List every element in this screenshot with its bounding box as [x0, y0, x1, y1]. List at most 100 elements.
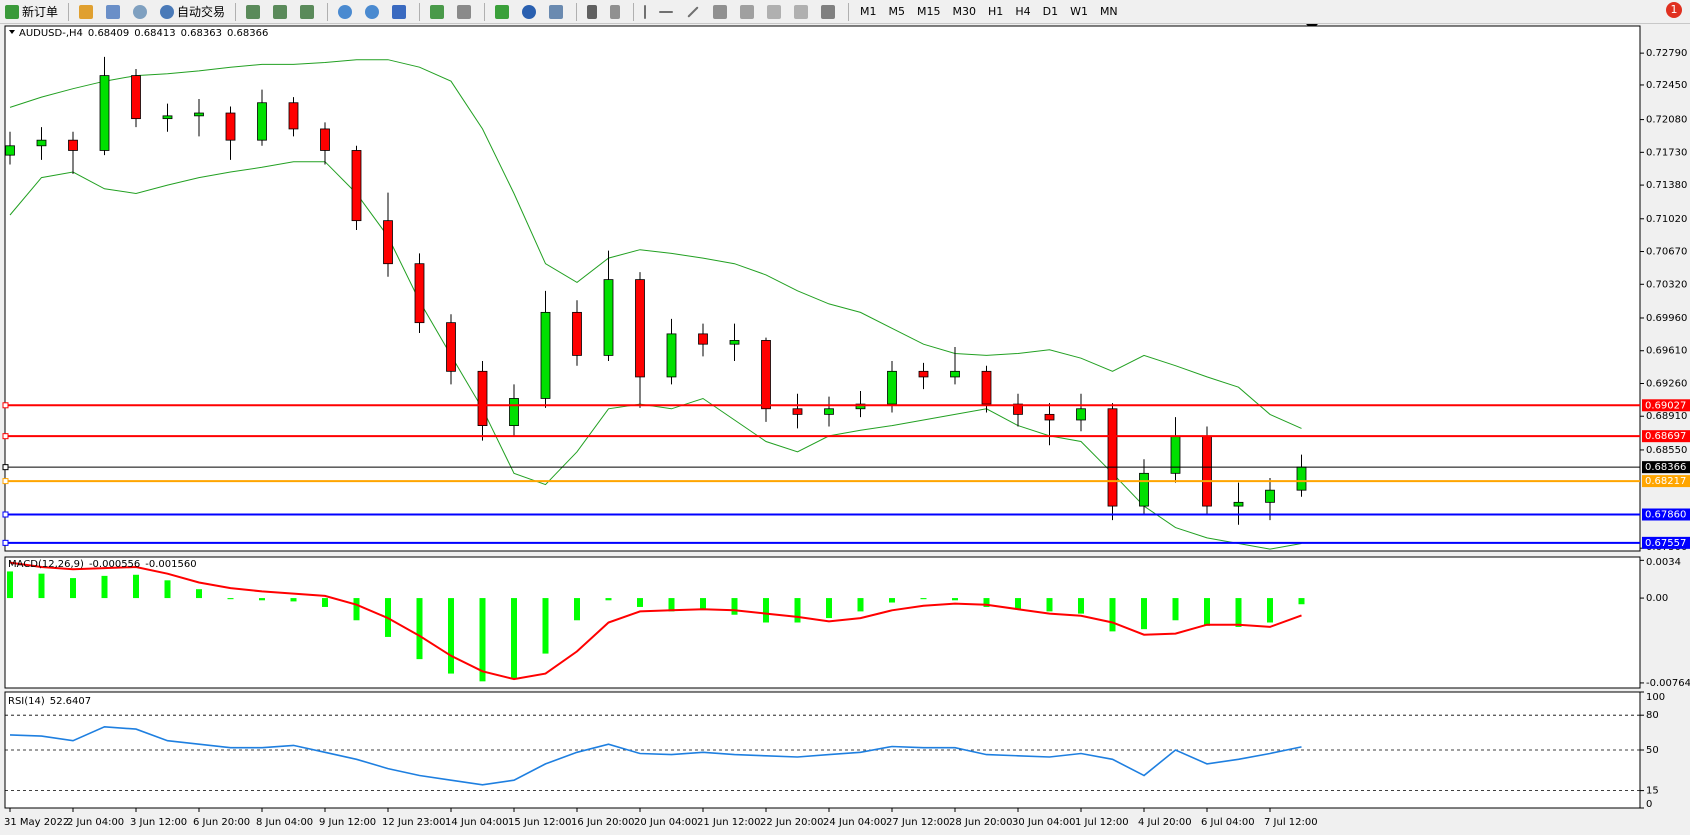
- macd-bar: [668, 598, 675, 612]
- macd-bar: [637, 598, 643, 607]
- candle-body: [1107, 408, 1118, 507]
- line-tool[interactable]: [640, 2, 653, 22]
- macd-bar: [227, 598, 234, 600]
- tool-button[interactable]: [296, 2, 321, 22]
- zoom-in-button[interactable]: [334, 2, 359, 22]
- x-tick-label: 9 Jun 12:00: [319, 817, 376, 828]
- text-tool[interactable]: [763, 2, 788, 22]
- zoom-out-button[interactable]: [361, 2, 386, 22]
- x-tick-label: 6 Jul 04:00: [1201, 817, 1255, 828]
- x-tick-label: 22 Jun 20:00: [760, 817, 824, 828]
- y-tick-label: 0.70320: [1646, 279, 1687, 290]
- y-tick-label: 0.72790: [1646, 48, 1687, 59]
- signal-value: -0.001560: [145, 559, 196, 570]
- price-level-label: 0.68697: [1645, 431, 1686, 442]
- macd-bar: [1078, 598, 1084, 614]
- arrow-tool[interactable]: [817, 2, 842, 22]
- candle-body: [1013, 403, 1023, 415]
- tool-button[interactable]: [453, 2, 478, 22]
- chart: 0.72790 0.72450 0.72080 0.71730 0.71380 0.710…: [0, 24, 1690, 835]
- tool-button[interactable]: [269, 2, 294, 22]
- price-level-handle: [2, 402, 9, 409]
- timeframe-button[interactable]: M5: [888, 5, 906, 18]
- macd-bar: [983, 598, 990, 607]
- quote-value: 0.68413: [134, 28, 175, 39]
- templates-button[interactable]: [545, 2, 570, 22]
- candle-body: [666, 333, 677, 378]
- y-tick-label: 0.68910: [1646, 411, 1687, 422]
- price-level-tag: [1642, 399, 1690, 412]
- channel-tool[interactable]: [709, 2, 734, 22]
- y-tick-label: 0.0034: [1646, 557, 1681, 568]
- candle-body: [1139, 472, 1149, 507]
- macd-bar: [416, 598, 423, 660]
- signal-line: [9, 561, 1302, 681]
- tool-button[interactable]: [75, 2, 100, 22]
- tool-button[interactable]: [129, 2, 154, 22]
- crosshair-button[interactable]: [606, 2, 627, 22]
- candle-body: [887, 370, 897, 405]
- bollinger-band: [9, 59, 1302, 429]
- label-tool[interactable]: [790, 2, 815, 22]
- bollinger-band: [9, 161, 1302, 550]
- candle-body: [477, 370, 488, 426]
- timeframe-button[interactable]: D1: [1042, 5, 1059, 18]
- macd-bar: [322, 598, 328, 607]
- candle-body: [729, 340, 740, 345]
- tool-button[interactable]: [242, 2, 267, 22]
- timeframe-button[interactable]: M1: [860, 5, 877, 18]
- x-tick-label: 14 Jun 04:00: [445, 817, 509, 828]
- macd-bar: [448, 598, 454, 674]
- macd-bar: [1172, 598, 1179, 621]
- timeframe-button[interactable]: H1: [988, 5, 1004, 18]
- notification-badge[interactable]: 1: [1666, 2, 1682, 18]
- x-tick-label: 8 Jun 04:00: [256, 817, 313, 828]
- timeframe-button[interactable]: M15: [917, 5, 941, 18]
- timeframe-button[interactable]: W1: [1070, 5, 1088, 18]
- macd-bar: [101, 575, 108, 599]
- x-tick-label: 6 Jun 20:00: [193, 817, 250, 828]
- candle-body: [162, 115, 173, 120]
- line-tool[interactable]: [682, 2, 707, 22]
- periods-button[interactable]: [518, 2, 543, 22]
- line-tool[interactable]: [655, 2, 680, 22]
- timeframe-button[interactable]: MN: [1099, 5, 1118, 18]
- x-tick-label: 4 Jul 20:00: [1138, 817, 1192, 828]
- macd-bar: [1267, 598, 1273, 623]
- candle-body: [981, 370, 992, 405]
- candle-body: [351, 150, 362, 222]
- price-level-label: 0.67557: [1645, 538, 1686, 549]
- timeframe-button[interactable]: M30: [952, 5, 977, 18]
- rsi-line: [9, 725, 1302, 786]
- price-level-tag: [1642, 536, 1690, 549]
- rsi-value: 52.6407: [50, 696, 91, 707]
- symbol-label: AUDUSD-,H4: [19, 28, 83, 39]
- cursor-button[interactable]: [583, 2, 604, 22]
- price-level-handle: [2, 511, 9, 518]
- fibo-tool[interactable]: [736, 2, 761, 22]
- candle-body: [855, 403, 866, 410]
- panel-frame: [4, 25, 1641, 552]
- tool-button[interactable]: [426, 2, 451, 22]
- macd-bar: [479, 598, 486, 682]
- tool-button[interactable]: [102, 2, 127, 22]
- candle-body: [131, 75, 141, 120]
- panel-frame: [4, 556, 1641, 689]
- price-level-tag: [1642, 508, 1690, 521]
- y-tick-label: 0: [1646, 799, 1652, 810]
- timeframe-button[interactable]: H4: [1015, 5, 1031, 18]
- x-tick-label: 28 Jun 20:00: [949, 817, 1013, 828]
- macd-bar: [920, 598, 927, 600]
- y-tick-label: 0.71380: [1646, 180, 1687, 191]
- new-order-button[interactable]: 新订单: [1, 2, 62, 22]
- tile-button[interactable]: [388, 2, 413, 22]
- candle-body: [446, 322, 456, 372]
- macd-bar: [353, 598, 360, 621]
- candle-body: [792, 408, 803, 415]
- price-level-tag: [1642, 430, 1690, 443]
- price-level-handle: [2, 464, 9, 471]
- auto-trading-button[interactable]: 自动交易: [156, 2, 229, 22]
- macd-bar: [290, 598, 297, 602]
- macd-bar: [700, 598, 706, 610]
- indicators-button[interactable]: [491, 2, 516, 22]
